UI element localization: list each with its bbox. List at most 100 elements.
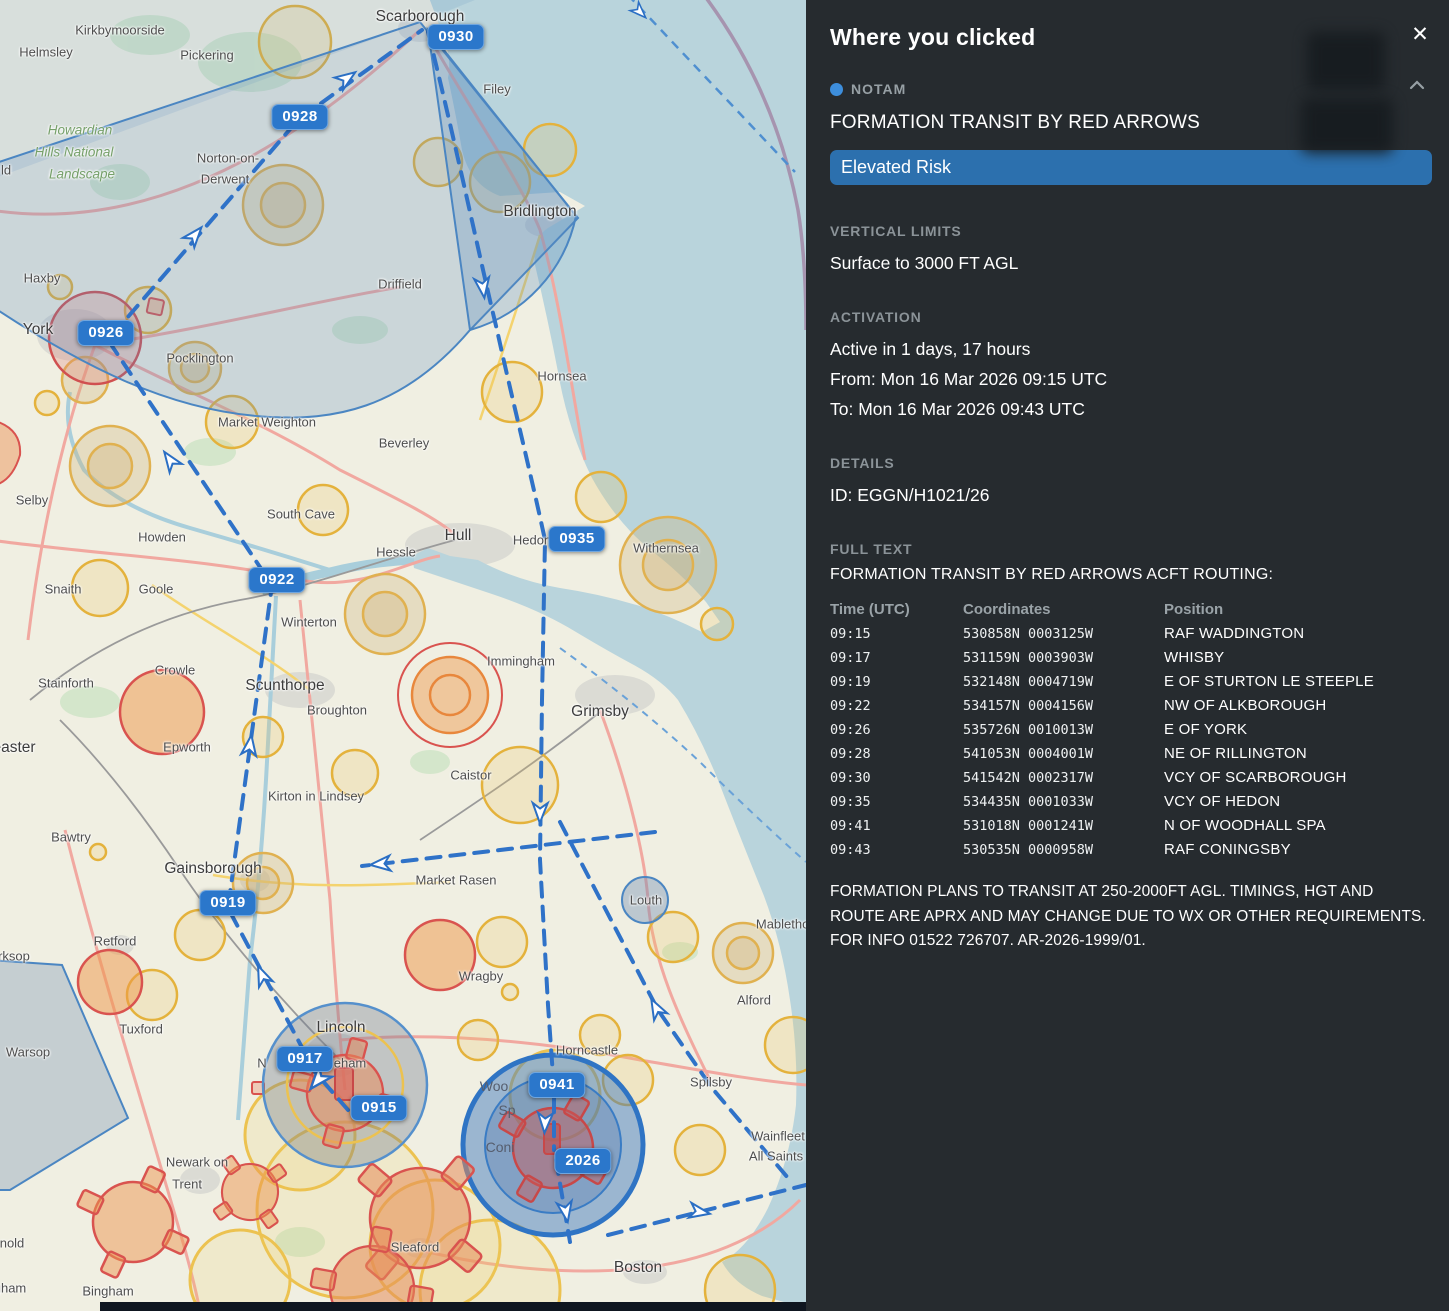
map-label: Warsop <box>6 1045 50 1060</box>
map-label: N <box>257 1056 266 1071</box>
map-label: Newark on <box>166 1155 228 1170</box>
route-row: 09:22534157N 0004156WNW OF ALKBOROUGH <box>830 697 1432 721</box>
map-label: Hull <box>445 527 472 545</box>
route-row: 09:19532148N 0004719WE OF STURTON LE STE… <box>830 673 1432 697</box>
notam-id: ID: EGGN/H1021/26 <box>830 480 1432 510</box>
map-label: Stainforth <box>38 676 94 691</box>
map-label: Derwent <box>201 172 249 187</box>
map-label: Boston <box>614 1259 662 1277</box>
map-label: Broughton <box>307 703 367 718</box>
map-label: All Saints <box>749 1149 803 1164</box>
activation-from: From: Mon 16 Mar 2026 09:15 UTC <box>830 364 1432 394</box>
route-position: NE OF RILLINGTON <box>1164 745 1432 762</box>
map-label: Louth <box>630 893 663 908</box>
route-position: RAF CONINGSBY <box>1164 841 1432 858</box>
route-time-badge[interactable]: 0941 <box>528 1072 585 1098</box>
route-time: 09:26 <box>830 722 963 738</box>
map-label: ld <box>1 163 11 178</box>
route-position: VCY OF HEDON <box>1164 793 1432 810</box>
map-label: Mablethorpe <box>756 917 806 932</box>
map-label: nold <box>0 1236 24 1251</box>
route-row: 09:43530535N 0000958WRAF CONINGSBY <box>830 841 1432 865</box>
route-time-badge[interactable]: 2026 <box>554 1148 611 1174</box>
route-position: WHISBY <box>1164 649 1432 666</box>
map-label: Goole <box>139 582 174 597</box>
map-label: Pocklington <box>166 351 233 366</box>
map-canvas[interactable]: ScarboroughYorkHullGrimsbyScunthorpeLinc… <box>0 0 806 1311</box>
map-label: Bawtry <box>51 830 91 845</box>
map-label: Alford <box>737 993 771 1008</box>
route-coordinates: 532148N 0004719W <box>963 674 1164 690</box>
route-time-badge[interactable]: 0922 <box>248 567 305 593</box>
map-label: Pickering <box>180 48 233 63</box>
route-table-header: Time (UTC) Coordinates Position <box>830 601 1432 625</box>
vertical-limits-label: VERTICAL LIMITS <box>830 223 1432 239</box>
route-row: 09:26535726N 0010013WE OF YORK <box>830 721 1432 745</box>
route-coordinates: 531018N 0001241W <box>963 818 1164 834</box>
map-label: Coni <box>486 1139 515 1155</box>
full-text-heading: FORMATION TRANSIT BY RED ARROWS ACFT ROU… <box>830 566 1432 584</box>
map-label: Helmsley <box>19 45 72 60</box>
map-label: Woo <box>480 1078 509 1094</box>
route-position: NW OF ALKBOROUGH <box>1164 697 1432 714</box>
notam-dot-icon <box>830 83 843 96</box>
map-label: Beverley <box>379 436 430 451</box>
map-label: Retford <box>94 934 137 949</box>
route-time-badge[interactable]: 0917 <box>276 1046 333 1072</box>
route-position: E OF STURTON LE STEEPLE <box>1164 673 1432 690</box>
map-label: Wragby <box>459 969 504 984</box>
route-position: RAF WADDINGTON <box>1164 625 1432 642</box>
route-coordinates: 530535N 0000958W <box>963 842 1164 858</box>
map-label: South Cave <box>267 507 335 522</box>
route-time-badge[interactable]: 0935 <box>548 526 605 552</box>
route-position: E OF YORK <box>1164 721 1432 738</box>
map-label: Bingham <box>82 1284 133 1299</box>
route-time: 09:43 <box>830 842 963 858</box>
map-label: Horncastle <box>556 1043 618 1058</box>
route-time-badge[interactable]: 0915 <box>350 1095 407 1121</box>
map-label: Withernsea <box>633 541 699 556</box>
map-label: Market Weighton <box>218 415 316 430</box>
route-time-badge[interactable]: 0919 <box>199 890 256 916</box>
map-label: Hills National <box>35 145 114 160</box>
map-label: Hedon <box>513 533 551 548</box>
full-text-label: FULL TEXT <box>830 541 1432 557</box>
map-label: Howden <box>138 530 186 545</box>
notam-type-row: NOTAM <box>830 81 1432 97</box>
route-time-badge[interactable]: 0930 <box>427 24 484 50</box>
vertical-limits-value: Surface to 3000 FT AGL <box>830 248 1432 278</box>
map-label: Landscape <box>49 167 115 182</box>
map-label: York <box>23 321 53 339</box>
col-time: Time (UTC) <box>830 601 963 618</box>
activation-values: Active in 1 days, 17 hours From: Mon 16 … <box>830 334 1432 424</box>
route-coordinates: 531159N 0003903W <box>963 650 1164 666</box>
route-time-badge[interactable]: 0926 <box>77 320 134 346</box>
route-row: 09:41531018N 0001241WN OF WOODHALL SPA <box>830 817 1432 841</box>
map-label: Market Rasen <box>416 873 497 888</box>
map-label: Lincoln <box>316 1019 365 1037</box>
route-time: 09:15 <box>830 626 963 642</box>
details-label: DETAILS <box>830 455 1432 471</box>
chevron-up-icon[interactable] <box>1408 79 1426 94</box>
route-row: 09:35534435N 0001033WVCY OF HEDON <box>830 793 1432 817</box>
map-label: Scunthorpe <box>245 677 324 695</box>
notam-type-label: NOTAM <box>851 81 906 97</box>
map-label: easter <box>0 739 36 757</box>
close-icon[interactable]: ✕ <box>1407 22 1433 48</box>
route-time: 09:22 <box>830 698 963 714</box>
map-label: Immingham <box>487 654 555 669</box>
map-label: Snaith <box>45 582 82 597</box>
map-label: Howardian <box>48 123 113 138</box>
map-label: Crowle <box>155 663 195 678</box>
route-position: VCY OF SCARBOROUGH <box>1164 769 1432 786</box>
map-label: Filey <box>483 82 510 97</box>
map-label: Bridlington <box>503 203 576 221</box>
map-label: gham <box>0 1281 26 1296</box>
route-time-badge[interactable]: 0928 <box>271 104 328 130</box>
map-label: Haxby <box>24 271 61 286</box>
activation-countdown: Active in 1 days, 17 hours <box>830 334 1432 364</box>
route-coordinates: 541542N 0002317W <box>963 770 1164 786</box>
route-coordinates: 530858N 0003125W <box>963 626 1164 642</box>
map-label: Sp <box>498 1102 515 1118</box>
risk-banner: Elevated Risk <box>830 150 1432 185</box>
